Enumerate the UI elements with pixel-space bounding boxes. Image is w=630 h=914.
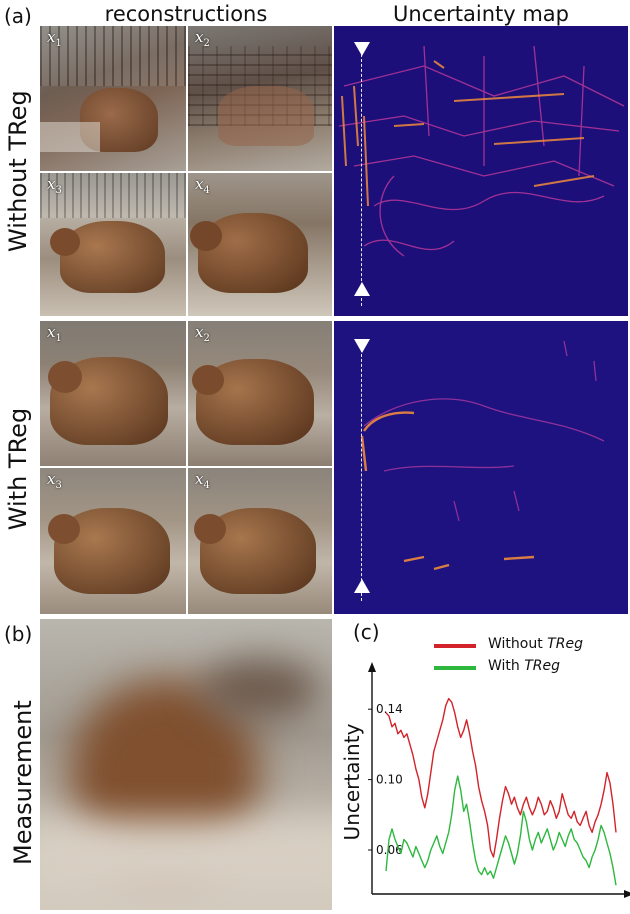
row-label-without-treg: Without TReg	[4, 90, 32, 252]
panel-b-label: (b)	[4, 622, 33, 646]
recon-tile-with-x2: x2	[188, 321, 332, 466]
legend-swatch-with	[434, 666, 476, 670]
profile-line-without	[361, 44, 362, 306]
tile-label-with-x1: x	[47, 323, 56, 341]
tile-label-x3: x	[47, 175, 56, 193]
uncertainty-texture-without	[338, 45, 625, 257]
legend-label-with-emph: TReg	[524, 658, 561, 674]
tile-label-with-x3: x	[47, 470, 56, 488]
series-line-with-treg	[385, 775, 617, 886]
recon-tile-without-x3: x3	[40, 173, 186, 316]
recon-tile-with-x1: x1	[40, 321, 186, 466]
legend-label-without: Without	[488, 636, 548, 652]
arrow-up-icon	[354, 579, 370, 593]
recon-tile-without-x1: x1	[40, 26, 186, 171]
legend-label-without-emph: TReg	[547, 636, 583, 652]
y-tick-label: 0.10	[376, 773, 403, 787]
uncertainty-map-with-treg	[334, 321, 628, 614]
y-axis-arrow-icon	[368, 662, 376, 672]
y-tick-label: 0.14	[376, 702, 403, 716]
x-axis-arrow-icon	[624, 890, 630, 898]
measurement-image	[40, 619, 332, 910]
reconstructions-header: reconstructions	[104, 2, 268, 26]
tile-label-x1: x	[47, 28, 56, 46]
y-tick-label: 0.06	[376, 843, 403, 857]
recon-tile-with-x3: x3	[40, 468, 186, 614]
legend-label-with: With	[488, 658, 525, 674]
uncertainty-texture-with	[360, 340, 605, 571]
recon-tile-without-x2: x2	[188, 26, 332, 171]
arrow-up-icon	[354, 282, 370, 296]
measurement-label: Measurement	[9, 700, 37, 865]
row-label-with-treg: With TReg	[4, 407, 32, 531]
tile-label-with-x4: x	[195, 470, 204, 488]
series-line-without-treg	[385, 697, 617, 858]
tile-label-x4: x	[195, 175, 204, 193]
panel-a-label: (a)	[4, 4, 32, 28]
recon-tile-without-x4: x4	[188, 173, 332, 316]
recon-tile-with-x4: x4	[188, 468, 332, 614]
tile-label-x2: x	[195, 28, 204, 46]
uncertainty-map-header: Uncertainty map	[392, 2, 570, 26]
legend-swatch-without	[434, 644, 476, 648]
uncertainty-map-without-treg	[334, 26, 628, 316]
tile-label-with-x2: x	[195, 323, 204, 341]
uncertainty-line-chart: 0.06 0.10 0.14	[368, 662, 630, 898]
arrow-down-icon	[354, 339, 370, 353]
panel-c-label: (c)	[353, 620, 380, 644]
profile-line-with	[361, 339, 362, 601]
arrow-down-icon	[354, 42, 370, 56]
